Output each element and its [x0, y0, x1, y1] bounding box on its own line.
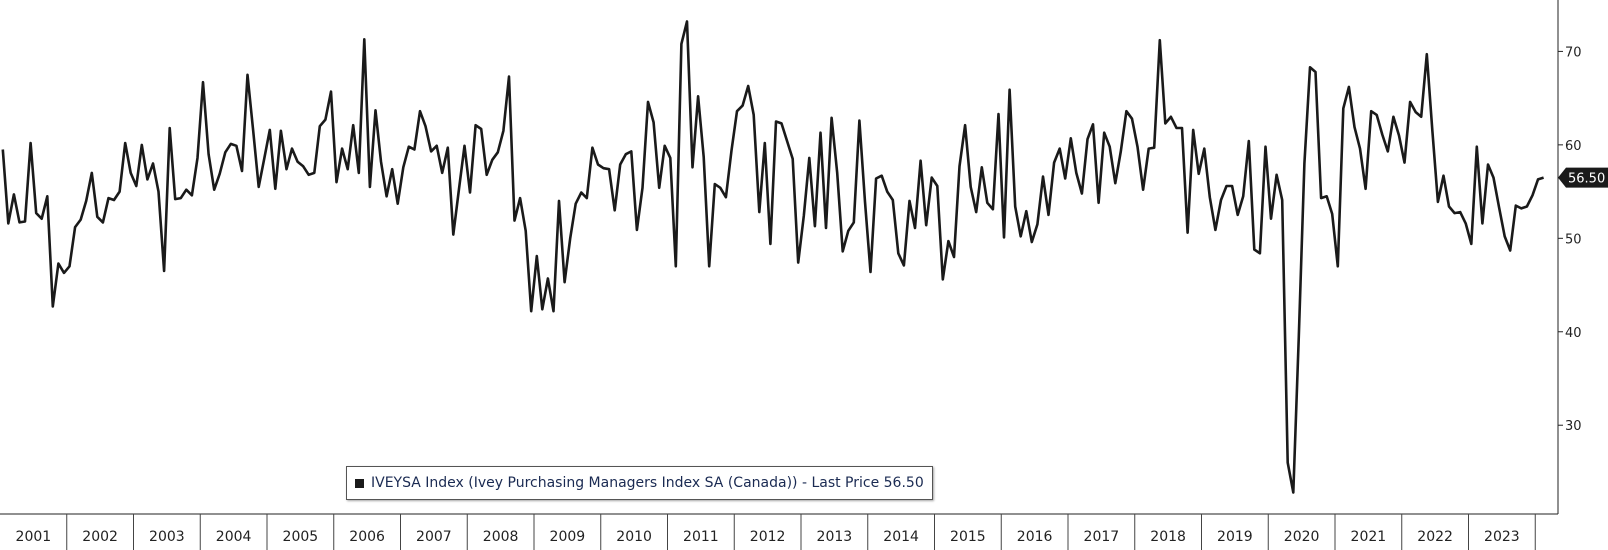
x-tick-label: 2017 — [1084, 529, 1120, 545]
last-value-marker — [1558, 167, 1608, 188]
x-tick-label: 2011 — [683, 529, 719, 545]
y-tick-label: 40 — [1565, 326, 1582, 341]
x-tick-label: 2008 — [483, 529, 519, 545]
x-tick-label: 2004 — [216, 529, 252, 545]
x-tick-label: 2007 — [416, 529, 452, 545]
y-axis: 30 40 50 60 70 — [1558, 45, 1582, 434]
x-tick-label: 2021 — [1351, 529, 1387, 545]
x-tick-label: 2012 — [750, 529, 786, 545]
legend-label: IVEYSA Index (Ivey Purchasing Managers I… — [371, 475, 924, 491]
x-tick-label: 2013 — [817, 529, 853, 545]
x-tick-label: 2015 — [950, 529, 986, 545]
x-tick-label: 2002 — [82, 529, 118, 545]
x-tick-label: 2010 — [616, 529, 652, 545]
series-layer — [1, 20, 1544, 494]
x-tick-label: 2006 — [349, 529, 385, 545]
x-tick-label: 2001 — [16, 529, 52, 545]
y-tick-label: 30 — [1565, 419, 1582, 434]
legend-swatch — [355, 478, 364, 488]
x-tick-label: 2023 — [1484, 529, 1520, 545]
y-tick-label: 50 — [1565, 232, 1582, 247]
x-tick-label: 2018 — [1150, 529, 1186, 545]
x-tick-label: 2005 — [283, 529, 319, 545]
legend: IVEYSA Index (Ivey Purchasing Managers I… — [346, 466, 933, 500]
x-tick-label: 2019 — [1217, 529, 1253, 545]
x-tick-label: 2020 — [1284, 529, 1320, 545]
last-value-label: 56.50 — [1568, 172, 1605, 187]
x-tick-label: 2016 — [1017, 529, 1053, 545]
plot-frame — [0, 0, 1559, 515]
last-value-badge: 56.50 — [1558, 167, 1608, 188]
x-tick-label: 2003 — [149, 529, 185, 545]
y-tick-label: 70 — [1565, 45, 1582, 60]
x-tick-label: 2009 — [550, 529, 586, 545]
y-tick-label: 60 — [1565, 139, 1582, 154]
x-tick-label: 2014 — [883, 529, 919, 545]
series-line — [1, 20, 1544, 494]
x-axis: 2001 2002 2003 2004 2005 2006 2007 2008 2009 2010… — [16, 514, 1536, 550]
x-tick-label: 2022 — [1417, 529, 1453, 545]
